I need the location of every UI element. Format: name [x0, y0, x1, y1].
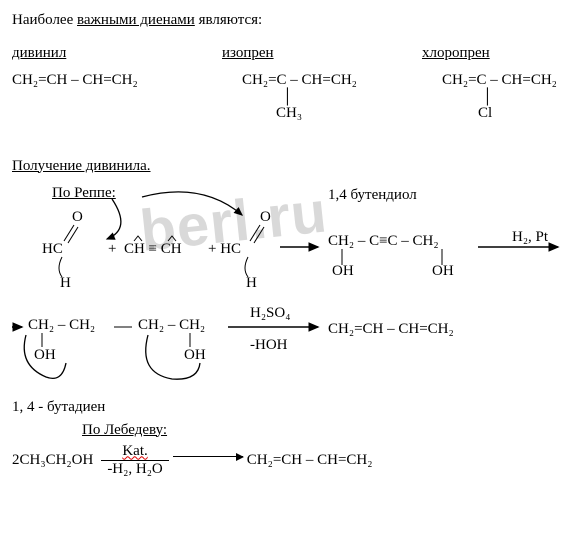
- butadiene-label: 1, 4 - бутадиен: [12, 399, 570, 416]
- diene-name-3: хлоропрен: [422, 45, 490, 61]
- lebedev-loss: -H₂, H₂O: [101, 461, 168, 478]
- formula-isoprene-bot: CH₃: [242, 105, 442, 122]
- formula-chloroprene-bot: Cl: [442, 105, 557, 122]
- lebedev-label: По Лебедеву:: [82, 422, 167, 438]
- formula-chloroprene: CH₂=C – CH=CH₂ │ Cl: [442, 72, 557, 122]
- lebedev-kat: Kat.: [122, 443, 147, 459]
- diene-name-1: дивинил: [12, 45, 66, 61]
- section-get-divinyl: Получение дивинила.: [12, 158, 151, 174]
- formula-chloroprene-bond: │: [442, 89, 557, 106]
- formula-isoprene-top: CH₂=C – CH=CH₂: [242, 72, 442, 89]
- heading-pre: Наиболее: [12, 12, 77, 28]
- lebedev-lhs: 2CH₃CH₂OH: [12, 452, 93, 469]
- diene-names-row: дивинил изопрен хлоропрен: [12, 45, 570, 62]
- heading-post: являются:: [195, 12, 262, 28]
- arrow-icon: [173, 456, 243, 457]
- diene-name-2: изопрен: [222, 45, 274, 61]
- lebedev-rhs: CH₂=CH – CH=CH₂: [247, 452, 373, 469]
- heading-mid: важными диенами: [77, 12, 195, 28]
- formula-chloroprene-top: CH₂=C – CH=CH₂: [442, 72, 557, 89]
- lebedev-arrow: Kat. -H₂, H₂O: [101, 443, 168, 479]
- scheme-svg: [12, 179, 570, 399]
- formula-divinyl: CH₂=CH – CH=CH₂: [12, 72, 242, 89]
- reppe-scheme: По Реппе: 1,4 бутендиол O HC H + CH ≡ CH…: [12, 179, 570, 399]
- heading-line: Наиболее важными диенами являются:: [12, 12, 570, 29]
- diene-formulas-row: CH₂=CH – CH=CH₂ CH₂=C – CH=CH₂ │ CH₃ CH₂…: [12, 72, 570, 122]
- formula-isoprene: CH₂=C – CH=CH₂ │ CH₃: [242, 72, 442, 122]
- formula-isoprene-bond: │: [242, 89, 442, 106]
